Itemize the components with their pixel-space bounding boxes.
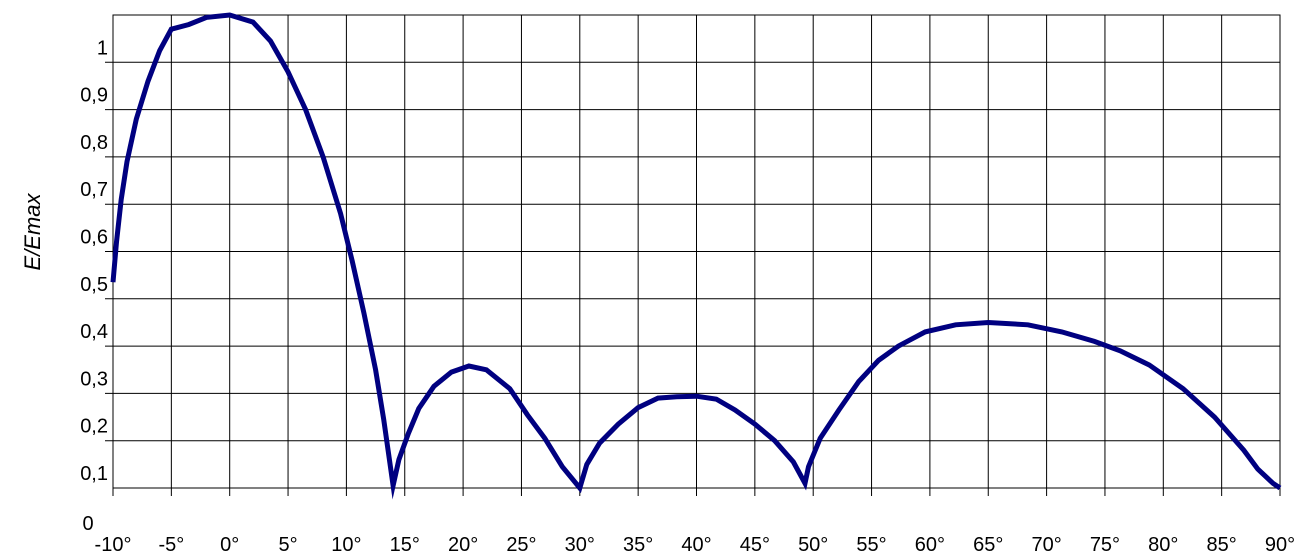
x-tick-label: 60° (915, 534, 945, 555)
x-tick-label: 35° (623, 534, 653, 555)
y-tick-label: 1 (97, 37, 108, 59)
y-tick-label: 0,8 (80, 132, 108, 154)
x-tick-label: 0° (220, 534, 239, 555)
y-tick-label: 0,1 (80, 463, 108, 485)
y-zero-label: 0 (82, 513, 93, 535)
x-tick-label: 90° (1265, 534, 1295, 555)
x-tick-label: 80° (1148, 534, 1178, 555)
x-tick-label: 70° (1031, 534, 1061, 555)
y-tick-label: 0,2 (80, 416, 108, 438)
y-axis-label: E/Emax (20, 192, 45, 270)
x-tick-label: 15° (390, 534, 420, 555)
x-tick-label: 10° (331, 534, 361, 555)
y-tick-label: 0,9 (80, 85, 108, 107)
x-tick-label: -5° (158, 534, 184, 555)
x-tick-label: 40° (681, 534, 711, 555)
x-tick-label: 75° (1090, 534, 1120, 555)
y-tick-label: 0,6 (80, 227, 108, 249)
x-tick-label: 50° (798, 534, 828, 555)
series-layer (110, 12, 1282, 500)
x-tick-label: 20° (448, 534, 478, 555)
x-tick-label: 25° (506, 534, 536, 555)
y-tick-label: 0,7 (80, 179, 108, 201)
x-tick-label: 85° (1207, 534, 1237, 555)
series-line (110, 12, 1282, 500)
x-tick-label: -10° (95, 534, 132, 555)
y-tick-label: 0,5 (80, 274, 108, 296)
x-tick-label: 65° (973, 534, 1003, 555)
x-tick-label: 30° (565, 534, 595, 555)
x-tick-label: 45° (740, 534, 770, 555)
y-tick-label: 0,3 (80, 368, 108, 390)
grid (105, 14, 1281, 496)
tick-labels: -10° -5° 0° 5° 10° 15° 20° 25° 30° 35° 40° 45° 50° 55… (80, 37, 1295, 555)
y-tick-label: 0,4 (80, 321, 108, 343)
x-tick-label: 55° (856, 534, 886, 555)
x-tick-label: 5° (278, 534, 297, 555)
